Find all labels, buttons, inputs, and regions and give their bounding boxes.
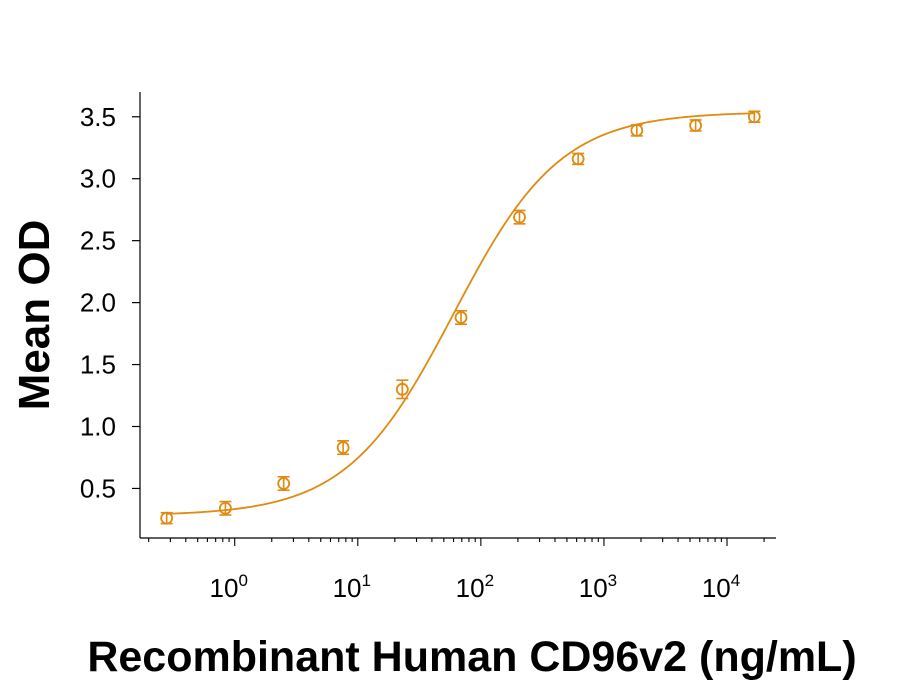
data-point (336, 440, 350, 456)
point-marker (395, 382, 409, 396)
data-points (160, 110, 761, 525)
x-tick-label: 101 (333, 571, 371, 603)
point-marker (689, 119, 703, 132)
data-point (689, 119, 703, 132)
y-tick-label: 2.5 (80, 226, 116, 256)
y-axis-title: Mean OD (10, 220, 59, 411)
fit-curve (166, 112, 755, 515)
data-point (747, 110, 761, 124)
y-tick-label: 2.0 (80, 288, 116, 318)
data-point (571, 152, 585, 166)
x-tick-label: 103 (579, 571, 617, 603)
point-marker (747, 110, 761, 124)
y-tick-label: 0.5 (80, 473, 116, 503)
y-tick-label: 1.5 (80, 350, 116, 380)
data-point (513, 209, 526, 225)
x-tick-label: 102 (456, 571, 494, 603)
x-axis-title: Recombinant Human CD96v2 (ng/mL) (87, 633, 856, 681)
x-tick-label: 100 (210, 571, 248, 603)
point-marker (454, 311, 468, 324)
data-point (160, 511, 174, 525)
y-tick-label: 1.0 (80, 412, 116, 442)
point-marker (571, 152, 585, 166)
point-marker (218, 501, 232, 515)
point-marker (336, 441, 350, 454)
x-axis-ticks: 100 101 102 103 104 (148, 538, 765, 603)
point-marker (160, 511, 174, 525)
point-marker (630, 124, 644, 137)
y-tick-label: 3.0 (80, 164, 116, 194)
data-point (395, 379, 409, 400)
point-marker (277, 477, 291, 490)
point-marker (513, 210, 526, 224)
y-axis-ticks: 0.5 1.0 1.5 2.0 2.5 3.0 3.5 (80, 102, 140, 503)
x-tick-label: 104 (702, 571, 740, 603)
y-tick-label: 3.5 (80, 102, 116, 132)
plot-area: 0.5 1.0 1.5 2.0 2.5 3.0 3.5 100 101 102 103 104 (80, 92, 776, 603)
data-point (277, 475, 291, 492)
data-point (454, 309, 468, 325)
data-point (218, 500, 232, 516)
data-point (630, 124, 644, 137)
